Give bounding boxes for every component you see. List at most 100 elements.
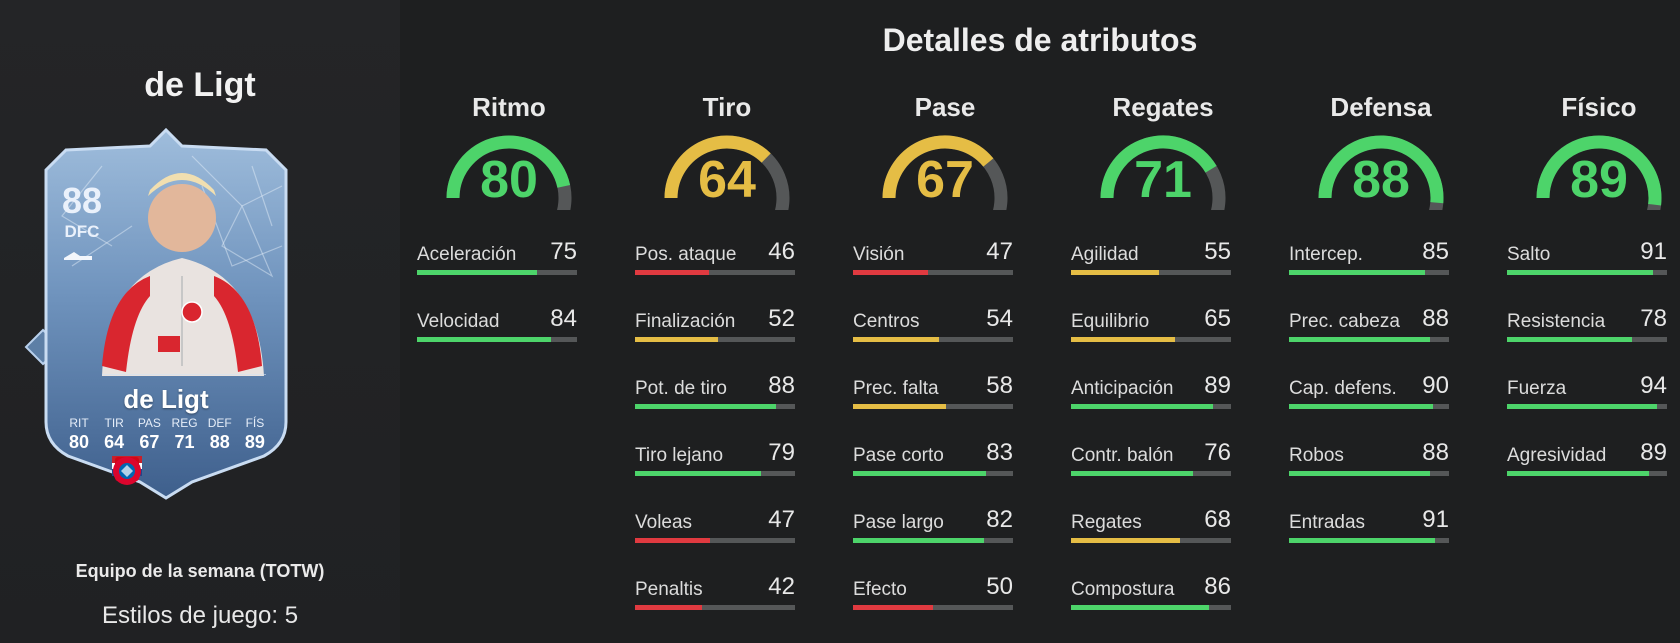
stat-row: Salto 91 (1507, 236, 1667, 275)
card-stat-label: DEF (207, 416, 232, 430)
stat-bar-fill (635, 538, 711, 543)
category-value: 89 (1570, 151, 1628, 209)
stat-bar (1289, 337, 1449, 342)
stat-value: 85 (1422, 238, 1449, 265)
stat-row: Agresividad 89 (1507, 437, 1667, 476)
stat-name: Pase corto (853, 445, 944, 466)
stat-value: 75 (550, 238, 577, 265)
stat-value: 54 (986, 305, 1013, 332)
category-gauge: 71 (1077, 126, 1249, 210)
stat-name: Efecto (853, 579, 907, 600)
category-value: 71 (1134, 151, 1192, 209)
category-tiro: Tiro 64 (641, 92, 813, 210)
stat-value: 52 (768, 305, 795, 332)
card-stat-value: 88 (209, 432, 230, 452)
stat-row: Contr. balón 76 (1071, 437, 1231, 476)
category-value: 88 (1352, 151, 1410, 209)
stat-value: 47 (768, 506, 795, 533)
card-stat-value: 67 (139, 432, 160, 452)
stat-bar (635, 538, 795, 543)
player-name: de Ligt (144, 66, 256, 104)
stat-bar (635, 471, 795, 476)
stat-bar (635, 404, 795, 409)
category-gauge: 80 (423, 126, 595, 210)
stat-row: Agilidad 55 (1071, 236, 1231, 275)
gauge-arc (446, 135, 572, 210)
stat-value: 89 (1640, 439, 1667, 466)
gauge-arc (1536, 135, 1662, 210)
stat-row: Pase largo 82 (853, 504, 1013, 543)
stat-bar-fill (853, 605, 933, 610)
stat-bar-fill (1289, 337, 1430, 342)
stat-name: Intercep. (1289, 244, 1363, 265)
stat-bar (1507, 404, 1667, 409)
stat-value: 55 (1204, 238, 1231, 265)
stat-bar (853, 538, 1013, 543)
stat-bar-fill (1071, 270, 1159, 275)
stat-bar-fill (1507, 404, 1658, 409)
card-rating: 88 (61, 180, 103, 221)
stat-bar (635, 337, 795, 342)
category-defensa: Defensa 88 (1295, 92, 1467, 210)
card-stat-label: REG (171, 416, 198, 430)
stat-value: 88 (1422, 439, 1449, 466)
stat-row: Regates 68 (1071, 504, 1231, 543)
category-pase: Pase 67 (859, 92, 1031, 210)
category-name: Pase (914, 92, 976, 122)
stat-name: Anticipación (1071, 378, 1174, 399)
stat-value: 84 (550, 305, 577, 332)
stat-row: Centros 54 (853, 303, 1013, 342)
stat-name: Prec. cabeza (1289, 311, 1400, 332)
page-title: Detalles de atributos (882, 22, 1198, 58)
category-name: Defensa (1330, 92, 1432, 122)
stat-bar (1071, 270, 1231, 275)
card-stat-value: 71 (174, 432, 195, 452)
player-card[interactable]: 88 DFC de Ligt RIT 80 TIR 64 PAS 67 REG 71 D… (42, 126, 290, 500)
stat-bar-fill (1289, 404, 1433, 409)
stat-row: Tiro lejano 79 (635, 437, 795, 476)
player-panel: de Ligt (0, 0, 400, 643)
stat-value: 76 (1204, 439, 1231, 466)
stat-bar (1071, 471, 1231, 476)
stat-bar-fill (853, 337, 940, 342)
category-gauge: 89 (1513, 126, 1680, 210)
stat-row: Equilibrio 65 (1071, 303, 1231, 342)
stat-name: Compostura (1071, 579, 1175, 600)
card-player-name: de Ligt (123, 384, 209, 414)
stat-bar (417, 337, 577, 342)
stat-value: 94 (1640, 372, 1667, 399)
card-stat-label: RIT (69, 416, 89, 430)
stat-row: Entradas 91 (1289, 504, 1449, 543)
stat-row: Pot. de tiro 88 (635, 370, 795, 409)
stat-bar (1071, 337, 1231, 342)
card-stat: RIT 80 (62, 416, 96, 453)
card-stat: FÍS 89 (238, 416, 272, 453)
stat-name: Salto (1507, 244, 1551, 265)
stat-bar-fill (1289, 471, 1430, 476)
stat-value: 68 (1204, 506, 1231, 533)
stat-bar (853, 337, 1013, 342)
stat-value: 42 (768, 573, 795, 600)
stat-bar (1289, 471, 1449, 476)
card-stat-label: PAS (137, 416, 161, 430)
playstyles-count[interactable]: Estilos de juego: 5 (101, 602, 299, 629)
category-ritmo: Ritmo 80 (423, 92, 595, 210)
category-name: Ritmo (472, 92, 546, 122)
stat-bar (853, 605, 1013, 610)
stat-row: Prec. cabeza 88 (1289, 303, 1449, 342)
stat-row: Penaltis 42 (635, 571, 795, 610)
stat-bar (417, 270, 577, 275)
stat-name: Voleas (635, 512, 693, 533)
stat-bar-fill (1071, 538, 1180, 543)
stat-bar (1507, 337, 1667, 342)
stat-name: Prec. falta (853, 378, 939, 399)
stat-value: 89 (1204, 372, 1231, 399)
stat-bar-fill (853, 538, 985, 543)
gauge-arc (882, 135, 1008, 210)
stat-value: 47 (986, 238, 1013, 265)
stat-name: Centros (853, 311, 920, 332)
stat-bar-fill (1289, 270, 1425, 275)
stat-bar-fill (635, 270, 709, 275)
stat-name: Velocidad (417, 311, 500, 332)
